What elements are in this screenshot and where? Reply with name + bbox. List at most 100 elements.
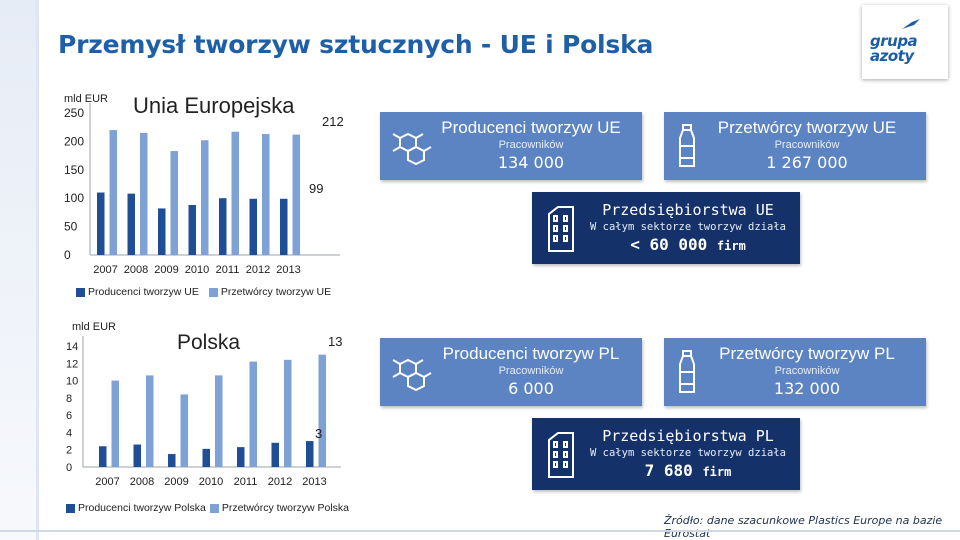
legend-item-pl-processors: Przetwórcy tworzyw Polska [209,502,350,514]
chart-eu-x-tick-label: 2008 [124,264,148,276]
card-pl-producers-value: 6 000 [508,379,554,398]
card-pl-processors-value: 132 000 [773,379,841,398]
card-eu-producers-title: Producenci tworzyw UE [441,118,621,137]
card-eu-processors-value: 1 267 000 [766,153,848,172]
chart-eu-x-tick-label: 2010 [185,264,209,276]
chart-pl-bar-producers-2011 [237,447,245,467]
chart-eu-title: Unia Europejska [133,93,295,118]
chart-pl-data-label-processors-2013: 13 [328,334,342,349]
building-icon [548,206,574,252]
chart-pl-ytick-label: 10 [66,376,78,388]
chart-eu-x-tick-label: 2009 [154,264,178,276]
chart-eu-bar-producers-2013 [280,198,288,255]
chart-eu-bar-producers-2009 [158,208,166,255]
bottle-icon [679,350,695,393]
card-pl-companies-sub: W całym sektorze tworzyw działa [590,447,786,459]
chart-eu-x-tick-label: 2013 [276,264,300,276]
chart-pl-x-tick-label: 2011 [234,476,258,488]
chart-pl-bar-processors-2008 [146,375,154,467]
building-icon [548,432,574,478]
chart-eu-ytick-label: 150 [64,163,84,177]
chart-pl-ytick-label: 4 [66,427,72,439]
card-pl-processors-title: Przetwórcy tworzyw PL [719,344,895,363]
pl-chart-legend: Producenci tworzyw Polska Przetwórcy two… [66,502,359,514]
chart-pl-x-tick-label: 2009 [164,476,188,488]
chart-pl-bar-processors-2013 [318,354,326,467]
logo-mark-icon [902,19,920,29]
card-pl-companies-title: Przedsiębiorstwa PL [602,427,774,445]
chart-pl-ylabel: mld EUR [72,321,116,333]
chart-pl-title: Polska [177,331,240,354]
chart-pl-bar-producers-2008 [133,444,141,467]
chart-pl-bar-producers-2013 [306,441,314,467]
chart-pl-bar-processors-2007 [111,380,119,467]
chart-eu-bar-processors-2008 [140,132,148,255]
chart-pl-x-tick-label: 2010 [199,476,223,488]
company-logo: grupa azoty [862,5,948,79]
card-pl-companies-value: 7 680 [644,461,693,480]
molecule-icon [392,132,432,166]
chart-pl-ytick-label: 14 [66,341,78,353]
chart-pl-x-tick-label: 2013 [302,476,326,488]
chart-eu-bar-producers-2012 [249,198,257,255]
chart-pl-bar-processors-2011 [249,361,257,467]
chart-eu-ytick-label: 100 [64,191,84,205]
chart-pl-bar-producers-2007 [99,446,107,467]
card-pl-companies-unit: firm [702,465,732,479]
chart-eu-x-tick-label: 2007 [93,264,117,276]
chart-pl-ytick-label: 12 [66,358,78,370]
bottom-rule [0,530,960,532]
chart-pl-bar-producers-2010 [202,448,210,467]
chart-pl-x-tick-label: 2007 [95,476,119,488]
legend-label-eu-processors: Przetwórcy tworzyw UE [220,286,332,298]
card-pl-producers-sub: Pracowników [498,365,564,377]
chart-pl-bar-processors-2010 [215,375,223,467]
chart-eu-ytick-label: 0 [64,248,71,262]
legend-item-eu-producers: Producenci tworzyw UE [76,286,199,298]
card-eu-companies-sub: W całym sektorze tworzyw działa [590,221,786,233]
chart-eu-bar-processors-2011 [231,131,239,255]
chart-pl-bar-processors-2009 [180,394,188,467]
card-eu-producers-value: 134 000 [497,153,565,172]
legend-swatch-processors [208,287,218,297]
legend-swatch-producers [66,503,75,513]
card-pl-producers: Producenci tworzyw PL Pracowników 6 000 [380,338,642,406]
logo-wordmark: grupa azoty [870,34,942,64]
chart-pl-data-label-producers-2013: 3 [315,426,322,441]
chart-pl-ytick-label: 0 [66,462,72,474]
chart-eu-bar-processors-2012 [262,134,270,255]
chart-pl-x-tick-label: 2012 [268,476,292,488]
card-pl-companies: Przedsiębiorstwa PL W całym sektorze two… [532,418,800,490]
card-eu-companies: Przedsiębiorstwa UE W całym sektorze two… [532,192,800,264]
chart-eu-ytick-label: 200 [64,134,84,148]
legend-label-pl-producers: Producenci tworzyw Polska [78,502,206,514]
chart-pl-bar-producers-2009 [168,454,176,467]
chart-eu-bar-producers-2008 [127,193,135,255]
chart-eu-x-tick-label: 2012 [246,264,270,276]
chart-pl-ytick-label: 6 [66,410,72,422]
chart-pl-bar-processors-2012 [284,359,292,467]
legend-item-pl-producers: Producenci tworzyw Polska [66,502,206,514]
source-note: Źródło: dane szacunkowe Plastics Europe … [664,514,943,540]
chart-eu-ytick-label: 250 [64,106,84,120]
chart-eu-bar-processors-2007 [109,130,117,255]
card-pl-producers-title: Producenci tworzyw PL [442,344,620,363]
legend-swatch-producers [76,287,85,297]
card-eu-companies-value-line: < 60 000 firm [576,234,800,257]
left-decorative-strip [0,0,38,540]
chart-eu-bar-processors-2013 [292,134,300,255]
chart-eu-data-label-producers-2013: 99 [309,181,323,196]
molecule-icon [392,358,432,392]
chart-pl-bar-producers-2012 [271,442,279,467]
legend-label-pl-processors: Przetwórcy tworzyw Polska [221,502,350,514]
chart-eu-bar-producers-2010 [188,205,196,255]
chart-pl-ytick-label: 2 [66,445,72,457]
card-eu-producers: Producenci tworzyw UE Pracowników 134 00… [380,112,642,180]
card-eu-companies-title: Przedsiębiorstwa UE [602,201,774,219]
card-pl-processors: Przetwórcy tworzyw PL Pracowników 132 00… [664,338,926,406]
legend-swatch-processors [209,503,219,513]
card-eu-processors-sub: Pracowników [774,139,840,151]
logo-line-2: azoty [870,47,914,65]
chart-pl-ytick-label: 8 [66,393,72,405]
